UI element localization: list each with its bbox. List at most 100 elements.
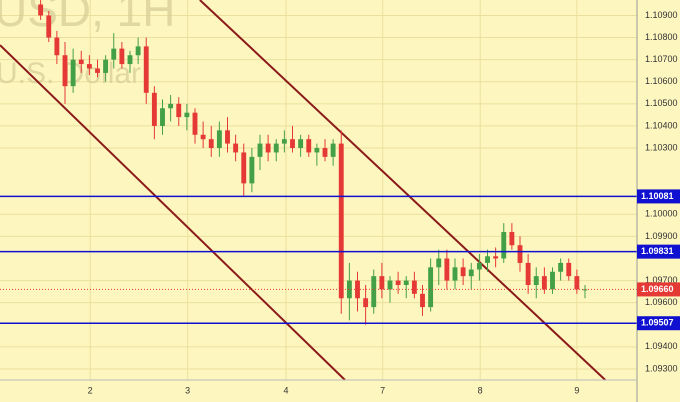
candle-body bbox=[298, 139, 304, 149]
candle-body bbox=[517, 245, 523, 263]
trend-line bbox=[0, 44, 346, 381]
trend-line bbox=[199, 0, 606, 381]
candle-body bbox=[452, 267, 458, 281]
candle-body bbox=[70, 59, 76, 87]
candle-body bbox=[420, 293, 425, 308]
candle-body bbox=[200, 134, 206, 140]
y-tick-label: 1.10500 bbox=[645, 98, 678, 108]
candle-body bbox=[135, 46, 141, 56]
y-tick-label: 1.09700 bbox=[645, 275, 678, 285]
candle-body bbox=[225, 130, 230, 144]
candle-body bbox=[306, 139, 312, 153]
candle-body bbox=[62, 55, 68, 87]
candle-body bbox=[78, 59, 84, 65]
candle-body bbox=[541, 276, 547, 290]
current-price-box bbox=[637, 282, 680, 297]
candle-body bbox=[533, 276, 539, 285]
level-label-box bbox=[637, 316, 680, 331]
candle-body bbox=[379, 276, 385, 290]
candle-body bbox=[566, 262, 572, 277]
candle-body bbox=[428, 267, 434, 308]
candle-body bbox=[346, 280, 352, 299]
axis: 1.09300 1.09400 1.09600 1.09700 1.09900 1.100… bbox=[88, 10, 680, 395]
candle-body bbox=[54, 37, 60, 56]
candle-body bbox=[160, 108, 165, 126]
candle-body bbox=[476, 262, 482, 270]
y-tick-label: 1.10800 bbox=[645, 32, 678, 42]
candle-body bbox=[468, 269, 474, 277]
candle-body bbox=[103, 59, 109, 73]
candle-body bbox=[363, 298, 369, 308]
current-price-label: 1.09660 bbox=[641, 284, 674, 294]
candle-body bbox=[281, 139, 287, 144]
candle-body bbox=[127, 55, 133, 65]
candle-body bbox=[411, 280, 417, 294]
candle-body bbox=[95, 68, 100, 73]
candle-body bbox=[290, 139, 295, 149]
candle-body bbox=[436, 258, 442, 268]
candle-body bbox=[387, 280, 393, 290]
y-tick-label: 1.10300 bbox=[645, 142, 678, 152]
candle-body bbox=[558, 262, 564, 272]
y-tick-label: 1.09600 bbox=[645, 297, 678, 307]
candle-body bbox=[574, 276, 580, 290]
candle-body bbox=[509, 231, 515, 246]
x-tick-label: 9 bbox=[574, 385, 579, 395]
x-tick-label: 3 bbox=[185, 385, 190, 395]
candle-body bbox=[371, 276, 377, 308]
candle-body bbox=[38, 4, 44, 16]
candle-body bbox=[151, 92, 157, 126]
x-tick-label: 2 bbox=[88, 385, 93, 395]
candle-body bbox=[192, 112, 198, 135]
y-tick-label: 1.10600 bbox=[645, 76, 678, 86]
candle-body bbox=[330, 143, 336, 157]
candle-body bbox=[241, 152, 247, 184]
candle-body bbox=[168, 103, 174, 109]
candle-body bbox=[233, 143, 239, 153]
y-tick-label: 1.10900 bbox=[645, 10, 678, 20]
candle-body bbox=[176, 103, 182, 118]
x-tick-label: 4 bbox=[283, 385, 288, 395]
candle-body bbox=[86, 64, 92, 69]
candle-body bbox=[322, 148, 328, 157]
y-tick-label: 1.09900 bbox=[645, 231, 678, 241]
plot bbox=[0, 0, 637, 381]
candle-body bbox=[395, 280, 401, 285]
level-label-box bbox=[637, 244, 680, 259]
candle-body bbox=[208, 139, 214, 149]
y-tick-label: 1.10000 bbox=[645, 209, 678, 219]
candle-body bbox=[460, 267, 466, 277]
grid bbox=[0, 0, 637, 380]
y-tick-label: 1.09400 bbox=[645, 341, 678, 351]
candle-body bbox=[444, 258, 450, 281]
x-tick-label: 7 bbox=[380, 385, 385, 395]
candle-body bbox=[501, 231, 507, 259]
y-tick-label: 1.09300 bbox=[645, 363, 678, 373]
candle-body bbox=[257, 143, 263, 157]
x-tick-label: 8 bbox=[478, 385, 483, 395]
candle-body bbox=[184, 112, 190, 118]
y-tick-label: 1.10400 bbox=[645, 120, 678, 130]
candle-body bbox=[46, 15, 52, 38]
candle-body bbox=[273, 143, 279, 153]
candle-body bbox=[493, 256, 499, 259]
candle-body bbox=[485, 256, 490, 263]
candle-body bbox=[550, 271, 555, 290]
level-label: 1.09831 bbox=[641, 246, 674, 256]
candle-body bbox=[143, 46, 149, 93]
candle-body bbox=[111, 48, 117, 60]
candle-body bbox=[314, 148, 320, 153]
y-tick-label: 1.10700 bbox=[645, 54, 678, 64]
level-label: 1.09507 bbox=[641, 318, 674, 328]
candle-body bbox=[216, 130, 222, 149]
candle-body bbox=[403, 280, 409, 285]
level-label: 1.10081 bbox=[641, 191, 674, 201]
candle-body bbox=[249, 156, 255, 184]
candle-body bbox=[265, 143, 271, 153]
candle-body bbox=[119, 48, 125, 65]
level-label-box bbox=[637, 189, 680, 204]
watermark: USD, 1H bbox=[0, 0, 175, 36]
candle-body bbox=[525, 262, 531, 285]
